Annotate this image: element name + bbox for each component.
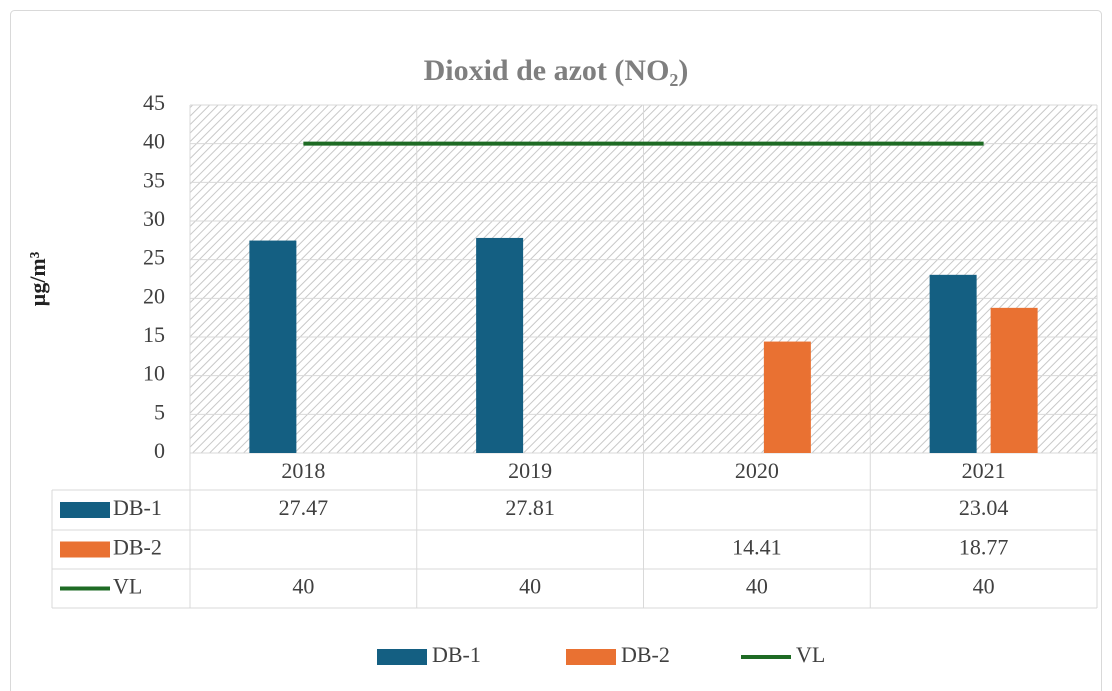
table-value: 40 bbox=[292, 574, 314, 599]
bar bbox=[990, 307, 1038, 453]
y-tick-label: 20 bbox=[143, 283, 165, 308]
table-legend-key bbox=[60, 502, 110, 518]
legend-key bbox=[566, 649, 616, 665]
y-tick-label: 35 bbox=[143, 167, 165, 192]
table-value: 40 bbox=[746, 574, 768, 599]
table-value: 18.77 bbox=[959, 535, 1009, 560]
table-series-name: DB-2 bbox=[113, 535, 162, 560]
y-tick-label: 40 bbox=[143, 129, 165, 154]
y-tick-label: 10 bbox=[143, 361, 165, 386]
y-tick-label: 25 bbox=[143, 245, 165, 270]
legend-label: DB-1 bbox=[432, 642, 481, 667]
bar bbox=[763, 341, 811, 453]
y-tick-label: 30 bbox=[143, 206, 165, 231]
legend-label: DB-2 bbox=[621, 642, 670, 667]
table-series-name: VL bbox=[113, 574, 142, 599]
y-tick-label: 0 bbox=[154, 438, 165, 463]
bar bbox=[476, 237, 524, 453]
table-value: 27.47 bbox=[279, 495, 329, 520]
table-value: 40 bbox=[519, 574, 541, 599]
legend-key bbox=[377, 649, 427, 665]
y-axis-label: µg/m³ bbox=[25, 251, 50, 306]
table-legend-key bbox=[60, 541, 110, 558]
bar bbox=[929, 274, 977, 453]
x-tick-label: 2020 bbox=[735, 458, 779, 483]
table-value: 40 bbox=[973, 574, 995, 599]
x-tick-label: 2019 bbox=[508, 458, 552, 483]
y-tick-label: 15 bbox=[143, 322, 165, 347]
bar bbox=[249, 240, 297, 453]
y-tick-label: 5 bbox=[154, 399, 165, 424]
table-series-name: DB-1 bbox=[113, 495, 162, 520]
chart-title: Dioxid de azot (NO₂) bbox=[424, 54, 689, 87]
x-tick-label: 2021 bbox=[962, 458, 1006, 483]
x-tick-label: 2018 bbox=[281, 458, 325, 483]
table-value: 23.04 bbox=[959, 495, 1009, 520]
table-value: 27.81 bbox=[505, 495, 555, 520]
y-tick-label: 45 bbox=[143, 90, 165, 115]
legend-label: VL bbox=[796, 642, 825, 667]
table-value: 14.41 bbox=[732, 535, 782, 560]
